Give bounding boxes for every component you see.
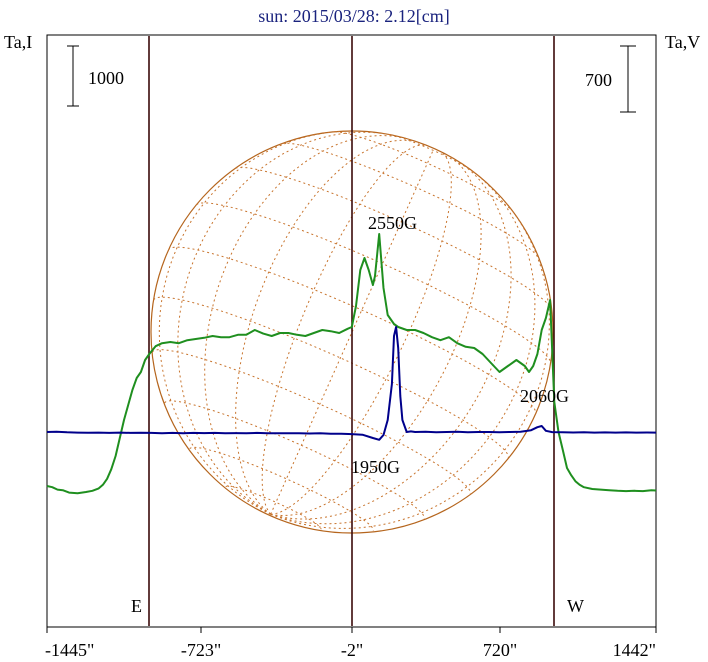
reference-lines [148, 36, 555, 626]
latitude-gridline [196, 202, 552, 363]
longitude-gridline [270, 202, 550, 529]
y-axis-label-left: Ta,I [4, 32, 32, 52]
x-tick-label: -1445" [45, 640, 94, 660]
solar-disk-grid [150, 130, 554, 534]
annotation-2550g: 2550G [368, 213, 417, 233]
x-tick-label: 1442" [613, 640, 656, 660]
latitude-gridline [282, 142, 540, 259]
west-limb-label: W [567, 596, 584, 616]
annotation-1950g: 1950G [351, 457, 400, 477]
latitude-gridline [335, 131, 513, 212]
longitude-gridline [270, 155, 482, 517]
x-tick-label: 720" [483, 640, 517, 660]
longitude-gridline [270, 151, 452, 515]
scale-bar-right [620, 45, 636, 113]
series-line-0 [46, 233, 657, 495]
y-axis-label-right: Ta,V [665, 32, 700, 52]
x-tick-layer: -1445" -723" -2" 720" 1442" [45, 627, 657, 660]
longitude-gridline [270, 148, 435, 515]
chart-title: sun: 2015/03/28: 2.12[cm] [258, 6, 450, 26]
scale-bar-left-label: 1000 [88, 68, 124, 88]
longitude-gridline [261, 144, 427, 515]
x-tick-label: -723" [181, 640, 221, 660]
series-line-1 [46, 326, 657, 441]
latitude-gridline [225, 485, 322, 530]
scale-bar-left [67, 45, 79, 107]
x-tick-label: -2" [341, 640, 363, 660]
annotation-2060g: 2060G [520, 386, 569, 406]
east-limb-label: E [131, 596, 142, 616]
longitude-gridline [177, 131, 391, 515]
longitude-gridline [270, 171, 536, 525]
longitude-gridline [158, 130, 346, 515]
longitude-gridline [235, 139, 420, 515]
scale-bar-right-label: 700 [585, 70, 612, 90]
latitude-gridline [189, 446, 374, 531]
series-layer [46, 233, 657, 495]
